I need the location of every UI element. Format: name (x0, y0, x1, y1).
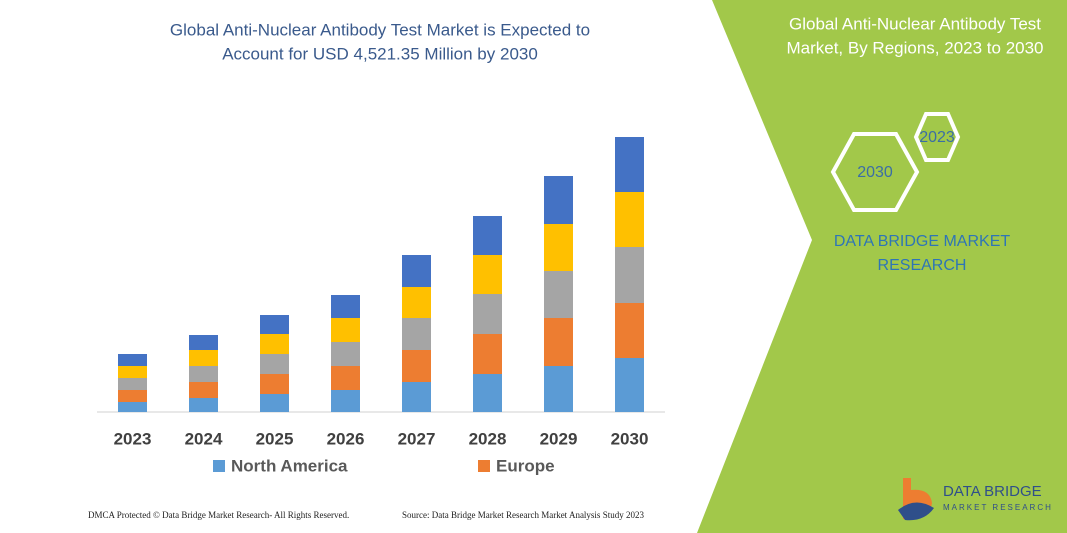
hexagon (830, 132, 920, 212)
bar-segment (544, 176, 573, 224)
bar-segment (189, 366, 218, 382)
hexagon-label: 2023 (919, 129, 955, 146)
bar-segment (402, 287, 431, 318)
bar-segment (189, 398, 218, 412)
legend-label: Europe (496, 456, 555, 475)
panel-title-line: Market, By Regions, 2023 to 2030 (786, 38, 1043, 57)
chart-title-line: Account for USD 4,521.35 Million by 2030 (222, 44, 538, 63)
x-tick-label: 2025 (256, 429, 294, 448)
bar-segment (544, 366, 573, 412)
logo-tagline: MARKET RESEARCH (943, 503, 1053, 512)
bar-segment (473, 216, 502, 255)
bar-segment (473, 255, 502, 294)
bar-segment (615, 247, 644, 303)
bar-segment (402, 318, 431, 350)
bar-segment (473, 294, 502, 334)
hexagon-label: 2030 (857, 164, 893, 181)
hexagon (913, 112, 961, 162)
bar-segment (331, 390, 360, 412)
bar-segment (260, 374, 289, 394)
bar-segment (331, 366, 360, 390)
x-tick-label: 2029 (540, 429, 578, 448)
bar-segment (118, 354, 147, 366)
bar-segment (260, 315, 289, 334)
bar-segment (189, 335, 218, 350)
footer-source: Source: Data Bridge Market Research Mark… (402, 510, 644, 520)
bar-segment (189, 382, 218, 398)
bar-segment (402, 255, 431, 287)
side-panel (697, 0, 1067, 533)
bar-segment (402, 382, 431, 412)
bar-segment (615, 303, 644, 358)
panel-title-line: Global Anti-Nuclear Antibody Test (789, 14, 1041, 33)
bar-segment (260, 394, 289, 412)
chart-title-line: Global Anti-Nuclear Antibody Test Market… (170, 20, 590, 39)
bar-segment (118, 378, 147, 390)
bar-segment (402, 350, 431, 382)
bar-segment (331, 295, 360, 318)
bar-segment (544, 318, 573, 366)
bar-segment (118, 390, 147, 402)
logo-icon (898, 478, 934, 521)
bar-segment (473, 374, 502, 412)
x-tick-label: 2023 (114, 429, 152, 448)
logo-name: DATA BRIDGE (943, 483, 1042, 500)
bar-segment (189, 350, 218, 366)
bar-segment (260, 354, 289, 374)
bar-segment (615, 192, 644, 247)
legend-swatch (213, 460, 225, 472)
bar-segment (615, 137, 644, 192)
bar-segment (615, 358, 644, 412)
bar-segment (331, 342, 360, 366)
x-tick-label: 2026 (327, 429, 365, 448)
x-tick-label: 2027 (398, 429, 436, 448)
bar-segment (118, 402, 147, 412)
footer-rights: DMCA Protected © Data Bridge Market Rese… (88, 510, 349, 520)
bar-segment (331, 318, 360, 342)
legend-swatch (478, 460, 490, 472)
x-tick-label: 2028 (469, 429, 507, 448)
bar-segment (473, 334, 502, 374)
brand-line: DATA BRIDGE MARKET (834, 233, 1011, 250)
brand-line: RESEARCH (878, 257, 967, 274)
legend-label: North America (231, 456, 348, 475)
x-tick-label: 2030 (611, 429, 649, 448)
bar-segment (260, 334, 289, 354)
bar-segment (118, 366, 147, 378)
x-tick-label: 2024 (185, 429, 223, 448)
bar-segment (544, 224, 573, 271)
bar-segment (544, 271, 573, 318)
